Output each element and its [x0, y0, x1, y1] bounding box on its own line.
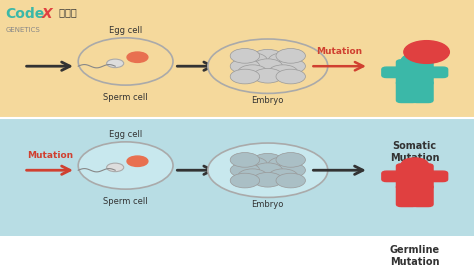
Ellipse shape	[208, 39, 328, 93]
Circle shape	[238, 169, 267, 184]
Text: 科德园: 科德园	[56, 7, 77, 17]
Circle shape	[401, 158, 428, 171]
Circle shape	[78, 38, 173, 85]
Circle shape	[276, 163, 305, 178]
Circle shape	[276, 69, 305, 84]
Circle shape	[276, 59, 305, 73]
Text: Mutation: Mutation	[317, 47, 363, 56]
Text: Germline
Mutation: Germline Mutation	[390, 245, 440, 266]
FancyBboxPatch shape	[396, 164, 433, 189]
Text: Embryo: Embryo	[252, 96, 284, 105]
Text: Sperm cell: Sperm cell	[103, 93, 148, 102]
Circle shape	[238, 157, 267, 172]
FancyBboxPatch shape	[412, 81, 433, 102]
Text: Mutation: Mutation	[27, 151, 73, 160]
Circle shape	[276, 173, 305, 188]
Circle shape	[253, 153, 283, 168]
Circle shape	[107, 59, 124, 68]
FancyBboxPatch shape	[382, 67, 406, 78]
FancyBboxPatch shape	[412, 185, 433, 206]
FancyBboxPatch shape	[424, 67, 447, 78]
Circle shape	[230, 173, 260, 188]
Circle shape	[127, 52, 148, 63]
Circle shape	[238, 53, 267, 68]
Circle shape	[268, 65, 298, 80]
Circle shape	[276, 48, 305, 63]
FancyBboxPatch shape	[396, 60, 433, 85]
Circle shape	[268, 53, 298, 68]
Circle shape	[230, 59, 260, 73]
Circle shape	[238, 65, 267, 80]
Circle shape	[127, 156, 148, 167]
Circle shape	[268, 169, 298, 184]
Bar	[0, 0, 474, 118]
FancyBboxPatch shape	[396, 185, 418, 206]
FancyBboxPatch shape	[424, 171, 447, 182]
Circle shape	[230, 163, 260, 178]
FancyBboxPatch shape	[382, 171, 406, 182]
Circle shape	[253, 49, 283, 64]
Text: Code: Code	[6, 7, 45, 21]
Circle shape	[230, 153, 260, 167]
Circle shape	[276, 153, 305, 167]
Circle shape	[253, 68, 283, 83]
Text: Embryo: Embryo	[252, 200, 284, 209]
Text: Sperm cell: Sperm cell	[103, 197, 148, 206]
Circle shape	[230, 48, 260, 63]
Circle shape	[253, 59, 283, 73]
Circle shape	[107, 163, 124, 172]
Ellipse shape	[208, 143, 328, 197]
Circle shape	[230, 69, 260, 84]
Circle shape	[404, 41, 449, 63]
Bar	[0, 118, 474, 236]
Circle shape	[253, 172, 283, 187]
Circle shape	[78, 142, 173, 189]
Circle shape	[253, 163, 283, 178]
Text: Egg cell: Egg cell	[109, 26, 142, 35]
Text: Egg cell: Egg cell	[109, 131, 142, 139]
Circle shape	[401, 54, 428, 67]
Text: X: X	[42, 7, 53, 21]
Circle shape	[268, 157, 298, 172]
Text: Somatic
Mutation: Somatic Mutation	[390, 141, 439, 163]
FancyBboxPatch shape	[396, 81, 418, 102]
Text: GENETICS: GENETICS	[6, 27, 40, 33]
